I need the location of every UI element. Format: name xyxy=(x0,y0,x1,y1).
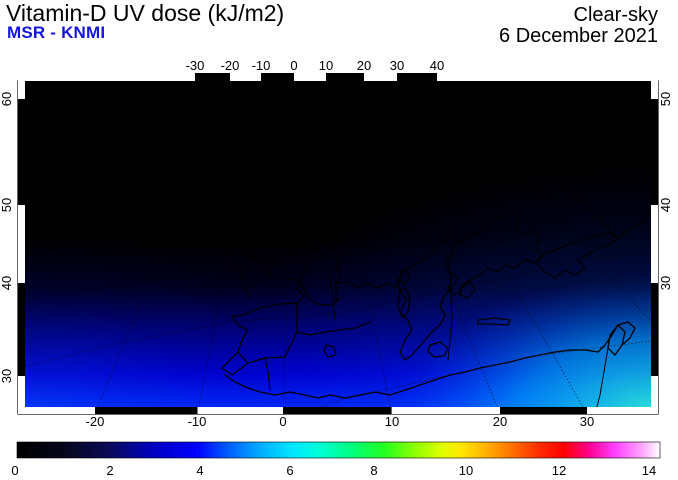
svg-text:50: 50 xyxy=(0,198,14,212)
svg-text:30: 30 xyxy=(0,369,14,383)
svg-text:20: 20 xyxy=(493,414,507,429)
svg-text:50: 50 xyxy=(658,92,673,106)
svg-text:12: 12 xyxy=(552,463,566,478)
svg-text:8: 8 xyxy=(370,463,377,478)
svg-text:60: 60 xyxy=(0,92,14,106)
svg-text:-20: -20 xyxy=(86,414,105,429)
svg-text:2: 2 xyxy=(106,463,113,478)
svg-text:40: 40 xyxy=(0,276,14,290)
svg-text:30: 30 xyxy=(390,58,404,73)
svg-text:30: 30 xyxy=(580,414,594,429)
svg-text:0: 0 xyxy=(290,58,297,73)
svg-text:4: 4 xyxy=(196,463,203,478)
svg-text:0: 0 xyxy=(11,463,18,478)
svg-text:14: 14 xyxy=(642,463,656,478)
svg-text:-20: -20 xyxy=(221,58,240,73)
svg-text:10: 10 xyxy=(459,463,473,478)
svg-text:10: 10 xyxy=(385,414,399,429)
svg-text:6: 6 xyxy=(286,463,293,478)
svg-text:-30: -30 xyxy=(186,58,205,73)
svg-text:-10: -10 xyxy=(252,58,271,73)
svg-text:-10: -10 xyxy=(188,414,207,429)
svg-text:30: 30 xyxy=(658,276,673,290)
svg-text:40: 40 xyxy=(658,198,673,212)
svg-text:0: 0 xyxy=(279,414,286,429)
svg-text:20: 20 xyxy=(357,58,371,73)
svg-text:10: 10 xyxy=(319,58,333,73)
svg-text:40: 40 xyxy=(430,58,444,73)
